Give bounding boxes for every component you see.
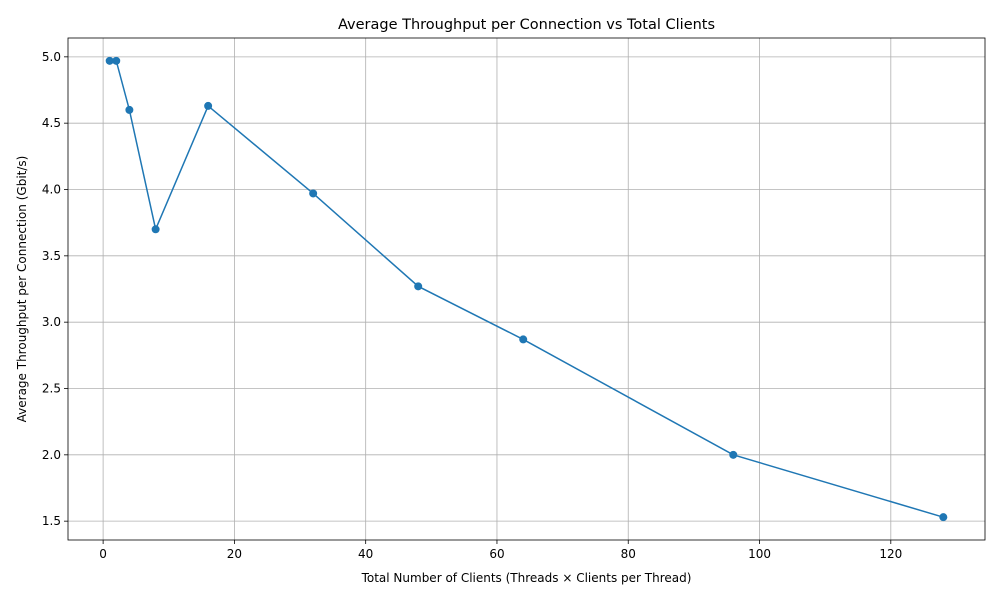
y-tick-label: 4.0 xyxy=(42,183,61,197)
data-point xyxy=(204,101,213,110)
data-point xyxy=(151,225,160,234)
data-point xyxy=(105,56,114,65)
grid xyxy=(68,38,985,540)
x-tick-label: 40 xyxy=(358,547,373,561)
y-tick-label: 4.5 xyxy=(42,116,61,130)
x-tick-label: 80 xyxy=(621,547,636,561)
series-line xyxy=(109,60,944,518)
y-tick-label: 1.5 xyxy=(42,514,61,528)
x-axis-label: Total Number of Clients (Threads × Clien… xyxy=(361,571,692,585)
y-tick-label: 2.5 xyxy=(42,381,61,395)
x-tick-label: 20 xyxy=(227,547,242,561)
y-tick-label: 2.0 xyxy=(42,448,61,462)
x-tick-label: 100 xyxy=(748,547,771,561)
data-point xyxy=(125,105,134,114)
ticks: 0 20 40 60 80 100 120 1.5 2.0 2.5 3.0 3.5 4.0 4.5 5.0 xyxy=(42,50,902,561)
y-tick-label: 3.0 xyxy=(42,315,61,329)
x-tick-label: 60 xyxy=(489,547,504,561)
y-axis-label: Average Throughput per Connection (Gbit/… xyxy=(15,156,29,423)
x-tick-label: 0 xyxy=(99,547,107,561)
x-tick-label: 120 xyxy=(879,547,902,561)
y-tick-label: 5.0 xyxy=(42,50,61,64)
plot-frame xyxy=(67,37,986,541)
data-point xyxy=(309,189,318,198)
data-point xyxy=(939,513,948,522)
chart-title: Average Throughput per Connection vs Tot… xyxy=(338,17,715,33)
y-tick-label: 3.5 xyxy=(42,249,61,263)
data-point xyxy=(414,282,423,291)
data-point xyxy=(112,56,121,65)
data-point xyxy=(729,450,738,459)
series-layer xyxy=(105,56,948,522)
data-point xyxy=(519,335,528,344)
